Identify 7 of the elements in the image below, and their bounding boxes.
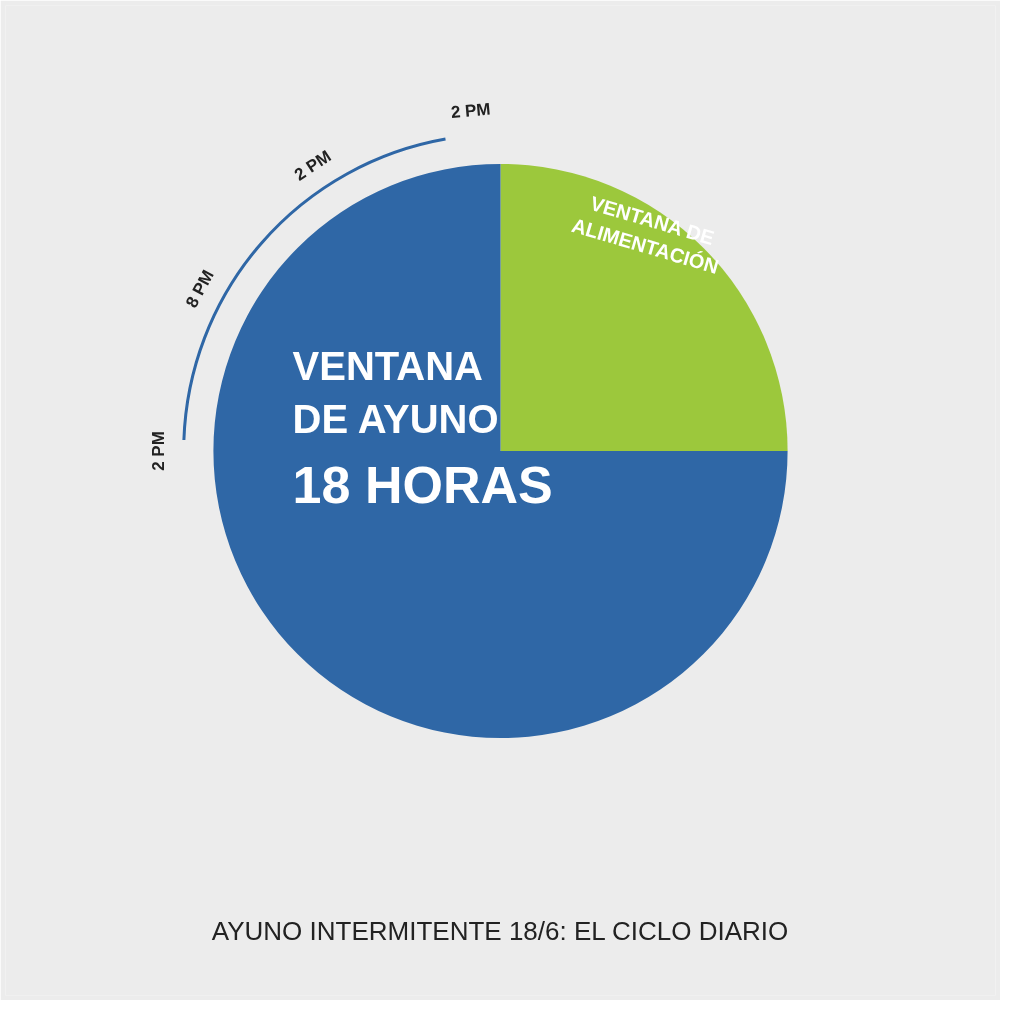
data-label: 18 HORAS	[292, 455, 553, 514]
text: 8 PM	[182, 266, 218, 311]
text: 2 PM	[149, 431, 169, 471]
text: 2 PM	[450, 99, 492, 122]
text: AYUNO INTERMITENTE 18/6: EL CICLO DIARIO	[211, 916, 789, 946]
slice-label: VENTANA DE AYUNO	[292, 344, 499, 442]
text: 2 PM	[291, 146, 335, 185]
